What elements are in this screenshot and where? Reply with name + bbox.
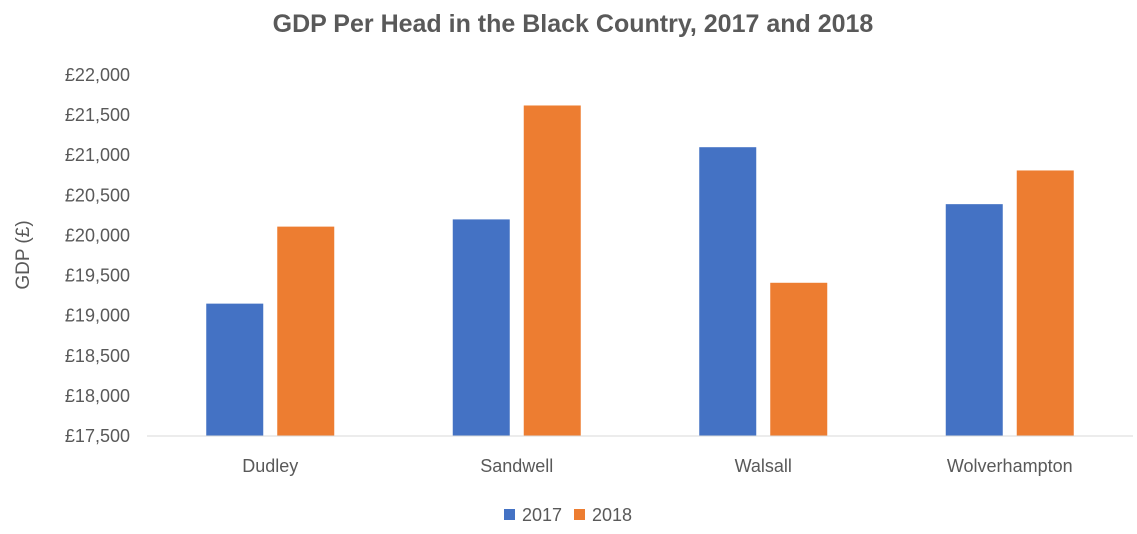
y-tick-label: £22,000 [65,65,130,85]
x-tick-label: Sandwell [480,456,553,476]
bar-2018-wolverhampton [1016,170,1074,436]
y-tick-label: £19,500 [65,266,130,286]
x-tick-label: Walsall [735,456,792,476]
y-tick-label: £20,500 [65,185,130,205]
y-axis-title: GDP (£) [13,220,34,289]
x-tick-label: Dudley [242,456,298,476]
bar-2018-walsall [770,282,828,436]
y-tick-label: £20,000 [65,225,130,245]
x-tick-label: Wolverhampton [947,456,1073,476]
legend-swatch-2018 [574,509,585,520]
y-axis-ticks: £17,500 £18,000 £18,500 £19,000 £19,500 £20,0… [65,65,130,446]
legend-label: 2017 [522,505,562,525]
legend: 2017 2018 [504,505,632,525]
bar-2017-sandwell [452,219,510,436]
legend-label: 2018 [592,505,632,525]
y-tick-label: £17,500 [65,426,130,446]
y-tick-label: £21,000 [65,145,130,165]
bar-2018-sandwell [523,105,581,437]
x-axis-ticks: Dudley Sandwell Walsall Wolverhampton [242,456,1072,476]
y-tick-label: £18,000 [65,386,130,406]
chart-title: GDP Per Head in the Black Country, 2017 … [273,10,874,38]
legend-swatch-2017 [504,509,515,520]
bar-2017-dudley [206,303,264,436]
bar-2017-walsall [699,147,757,436]
bar-2017-wolverhampton [945,204,1003,436]
y-tick-label: £19,000 [65,306,130,326]
bar-2018-dudley [277,226,335,436]
bars [206,105,1074,437]
y-tick-label: £21,500 [65,105,130,125]
y-tick-label: £18,500 [65,346,130,366]
